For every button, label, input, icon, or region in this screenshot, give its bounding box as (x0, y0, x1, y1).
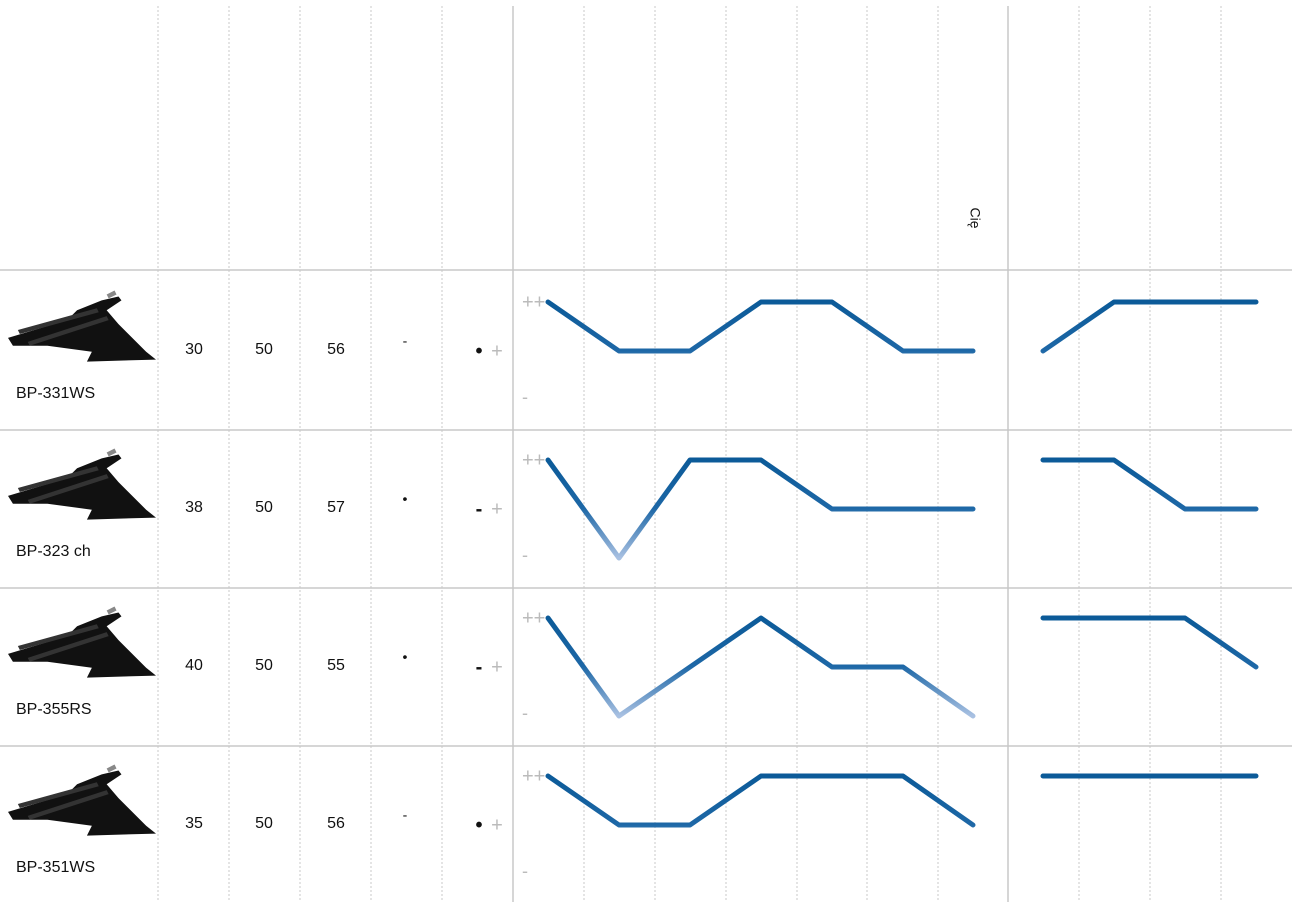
rating-main: • (475, 340, 482, 362)
spec-value: 35 (185, 815, 203, 832)
level-low: - (522, 545, 528, 565)
spec-value: 38 (185, 499, 203, 516)
level-low: - (522, 703, 528, 723)
rating-curve (545, 615, 976, 719)
level-high: ++ (522, 607, 545, 629)
rating-main: - (476, 498, 483, 520)
header-label: Cię (967, 207, 983, 228)
spec-mark: - (403, 807, 408, 823)
rating-curve (1040, 615, 1259, 670)
level-low: - (522, 861, 528, 881)
spec-value: 30 (185, 341, 203, 358)
product-name: BP-323 ch (16, 543, 91, 560)
spec-mark: - (403, 333, 408, 349)
spec-value: 40 (185, 657, 203, 674)
spec-value: 50 (255, 499, 273, 516)
rating-main: - (476, 656, 483, 678)
spec-mark: • (403, 491, 408, 507)
rating-plus: + (491, 656, 503, 678)
spec-value: 55 (327, 657, 345, 674)
spec-mark: • (403, 649, 408, 665)
spec-value: 50 (255, 657, 273, 674)
spec-value: 57 (327, 499, 345, 516)
level-high: ++ (522, 291, 545, 313)
product-image (8, 448, 156, 520)
rating-plus: + (491, 340, 503, 362)
product-name: BP-351WS (16, 859, 95, 876)
level-high: ++ (522, 449, 545, 471)
product-image (8, 290, 156, 362)
product-image (8, 606, 156, 678)
product-image (8, 764, 156, 836)
spec-value: 56 (327, 815, 345, 832)
rating-curve (545, 299, 976, 354)
rating-main: • (475, 814, 482, 836)
rating-curve (1040, 299, 1259, 354)
rating-plus: + (491, 814, 503, 836)
rating-curve (545, 773, 976, 828)
level-high: ++ (522, 765, 545, 787)
spec-value: 50 (255, 341, 273, 358)
rating-plus: + (491, 498, 503, 520)
rating-curve (545, 457, 976, 561)
level-low: - (522, 387, 528, 407)
product-name: BP-355RS (16, 701, 92, 718)
spec-value: 56 (327, 341, 345, 358)
spec-value: 50 (255, 815, 273, 832)
product-name: BP-331WS (16, 385, 95, 402)
rating-curve (1040, 457, 1259, 512)
